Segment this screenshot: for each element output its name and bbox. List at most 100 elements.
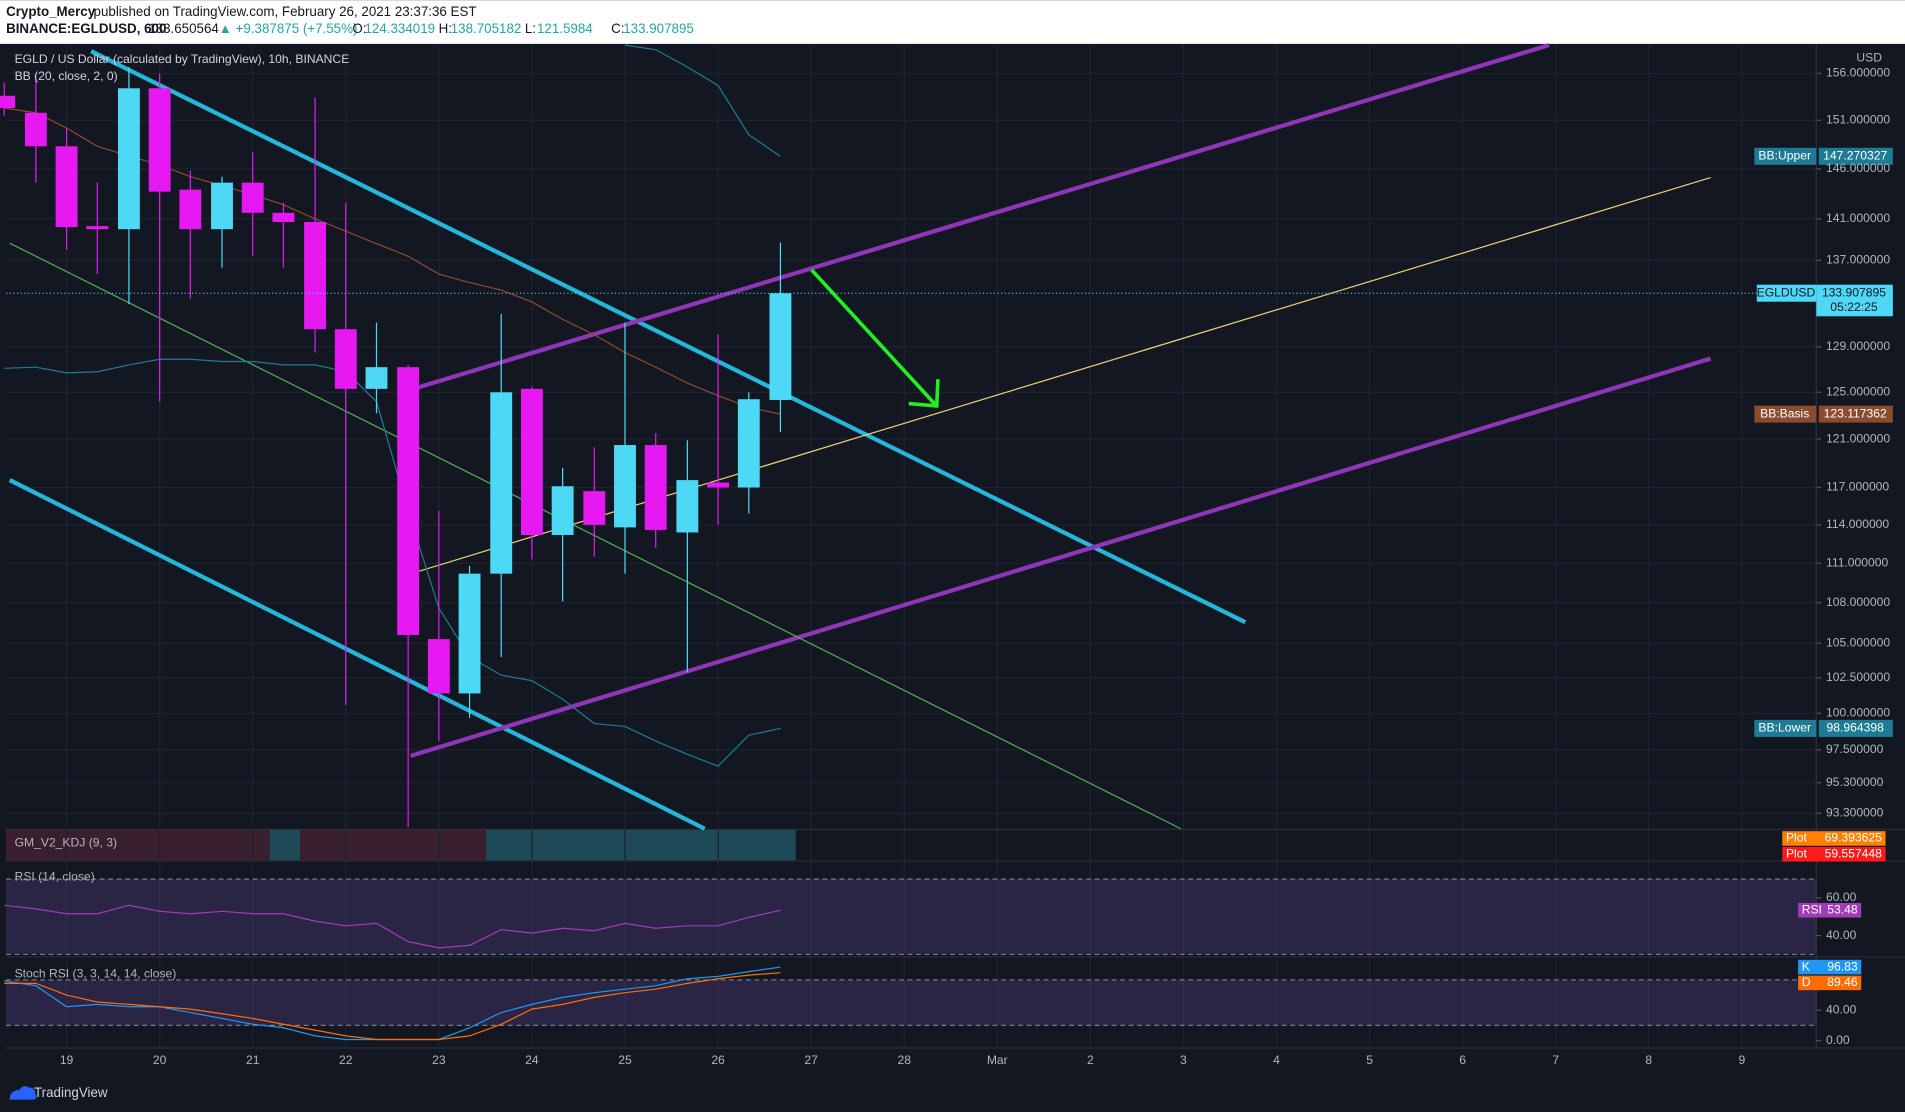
value-tag-name: RSI bbox=[1802, 902, 1822, 916]
y-tick-label: 129.000000 bbox=[1826, 339, 1890, 353]
candle-body bbox=[707, 482, 730, 488]
candle-body bbox=[24, 112, 47, 147]
candle-body bbox=[614, 445, 636, 528]
y-tick-label: 40.00 bbox=[1826, 1002, 1857, 1016]
footer-bar bbox=[0, 1076, 1905, 1112]
candle-body bbox=[737, 399, 760, 488]
price-tag-value: 133.907895 bbox=[1822, 285, 1886, 299]
grid bbox=[6, 45, 1905, 1049]
x-tick-label: 19 bbox=[60, 1053, 74, 1067]
candle-body bbox=[583, 491, 606, 525]
y-tick-label: 141.000000 bbox=[1826, 211, 1890, 225]
kdj-zone bbox=[300, 829, 486, 861]
candle-body bbox=[272, 212, 295, 223]
y-tick-label: 95.300000 bbox=[1826, 775, 1884, 789]
series-line bbox=[624, 44, 781, 157]
pane-title: RSI (14, close) bbox=[15, 870, 95, 884]
candle-body bbox=[551, 486, 574, 535]
value-tag bbox=[1782, 846, 1886, 862]
x-tick-label: 9 bbox=[1738, 1053, 1745, 1067]
ohlc-label: O: bbox=[352, 21, 366, 36]
change: ▲ +9.387875 (+7.55%) bbox=[219, 21, 358, 36]
candle-body bbox=[427, 639, 450, 694]
value-tag-value: 89.46 bbox=[1827, 975, 1858, 989]
x-tick-label: 22 bbox=[339, 1053, 353, 1067]
pane-title: GM_V2_KDJ (9, 3) bbox=[15, 836, 117, 850]
value-tag bbox=[1798, 975, 1862, 991]
y-tick-label: 97.500000 bbox=[1826, 742, 1884, 756]
series-tag-value: 98.964398 bbox=[1827, 721, 1885, 735]
y-tick-label: 151.000000 bbox=[1826, 113, 1890, 127]
kdj-background bbox=[6, 829, 796, 861]
ohlc-label: L: bbox=[525, 21, 536, 36]
x-tick-label: 4 bbox=[1273, 1053, 1280, 1067]
channel-line bbox=[410, 356, 1712, 758]
x-tick-label: 7 bbox=[1552, 1053, 1559, 1067]
y-tick-label: 60.00 bbox=[1826, 890, 1857, 904]
candle-body bbox=[179, 189, 202, 230]
series-tag bbox=[1754, 147, 1817, 165]
trend-line bbox=[9, 242, 1182, 830]
x-tick-label: 8 bbox=[1645, 1053, 1652, 1067]
x-tick-label: 26 bbox=[711, 1053, 725, 1067]
y-tick-label: 137.000000 bbox=[1826, 253, 1890, 267]
author: Crypto_Mercy bbox=[6, 4, 96, 19]
y-tick-label: 146.000000 bbox=[1826, 161, 1890, 175]
ohlc-label: C: bbox=[611, 21, 624, 36]
x-tick-label: 2 bbox=[1087, 1053, 1094, 1067]
kdj-zone bbox=[6, 829, 270, 861]
series-tag-name: BB:Lower bbox=[1758, 721, 1811, 735]
x-tick-label: 5 bbox=[1366, 1053, 1373, 1067]
candle-body bbox=[490, 392, 513, 574]
candle-body bbox=[304, 222, 327, 330]
band bbox=[6, 979, 1817, 1026]
price-tag bbox=[1816, 284, 1893, 317]
ohlc-value: 138.705182 bbox=[451, 21, 522, 36]
countdown: 05:22:25 bbox=[1830, 300, 1877, 314]
series-tag bbox=[1818, 719, 1893, 737]
trend-line bbox=[8, 478, 706, 831]
candle-body bbox=[55, 146, 78, 228]
candle-body bbox=[334, 329, 357, 389]
brand: TradingView bbox=[34, 1085, 108, 1100]
candle-body bbox=[458, 573, 481, 694]
series-tag-value: 123.117362 bbox=[1824, 406, 1887, 420]
published: published on TradingView.com, February 2… bbox=[94, 4, 477, 19]
candle-body bbox=[676, 480, 699, 533]
y-tick-label: 93.300000 bbox=[1826, 805, 1884, 819]
series-line bbox=[4, 972, 781, 1041]
kdj-zone bbox=[485, 829, 796, 861]
candle-body bbox=[644, 445, 667, 530]
candle-body bbox=[520, 388, 543, 535]
x-tick-label: 25 bbox=[618, 1053, 632, 1067]
chart-subtitle: BB (20, close, 2, 0) bbox=[15, 69, 118, 83]
ohlc-value: 133.907895 bbox=[623, 21, 694, 36]
value-tag-name: K bbox=[1802, 959, 1810, 973]
candle-body bbox=[769, 293, 792, 400]
price-tag-name: EGLDUSD bbox=[1757, 285, 1816, 299]
x-tick-label: 23 bbox=[432, 1053, 446, 1067]
x-tick-label: Mar bbox=[987, 1053, 1008, 1067]
y-tick-label: 102.500000 bbox=[1826, 670, 1890, 684]
pane-title: Stoch RSI (3, 3, 14, 14, close) bbox=[15, 967, 177, 981]
candle-body bbox=[211, 182, 233, 230]
value-tag bbox=[1798, 902, 1862, 918]
y-tick-label: 100.000000 bbox=[1826, 706, 1890, 720]
y-tick-label: 40.00 bbox=[1826, 928, 1857, 942]
y-tick-label: 121.000000 bbox=[1826, 431, 1890, 445]
trend-line bbox=[90, 49, 1247, 625]
symbol-line: BINANCE:EGLDUSD, 600 bbox=[6, 21, 166, 36]
ohlc-value: 124.334019 bbox=[364, 21, 435, 36]
value-tag-value: 69.393625 bbox=[1825, 831, 1883, 845]
series-tag bbox=[1754, 719, 1817, 737]
ohlc-label: H: bbox=[439, 21, 452, 36]
value-tag-name: D bbox=[1802, 975, 1811, 989]
series-line bbox=[4, 904, 781, 949]
candle-body bbox=[0, 95, 16, 108]
value-tag bbox=[1782, 831, 1886, 846]
logo bbox=[9, 1086, 37, 1100]
ohlc-value: 121.5984 bbox=[537, 21, 593, 36]
